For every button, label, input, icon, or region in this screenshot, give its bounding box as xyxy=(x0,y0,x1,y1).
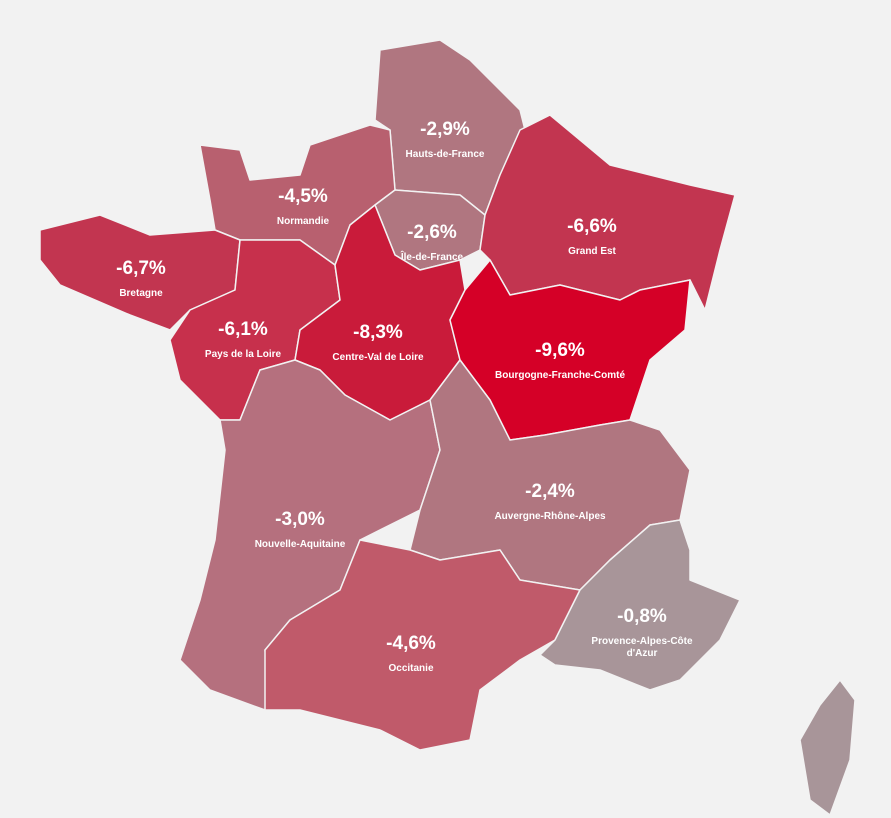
region-name: Grand Est xyxy=(568,246,616,257)
region xyxy=(539,519,741,691)
region-value: -0,8% xyxy=(617,606,667,627)
region-name: Provence-Alpes-Côte d'Azur xyxy=(591,636,693,659)
region-value: -6,1% xyxy=(218,319,268,340)
region-name: Pays de la Loire xyxy=(205,349,282,360)
region-value: -6,7% xyxy=(116,258,166,279)
region-value: -2,9% xyxy=(420,119,470,140)
region-value: -6,6% xyxy=(567,216,617,237)
region-name: Auvergne-Rhône-Alpes xyxy=(494,511,606,522)
corsica xyxy=(799,679,856,816)
region-value: -2,4% xyxy=(525,481,575,502)
region-name: Île-de-France xyxy=(400,250,464,263)
region-name: Bretagne xyxy=(119,288,163,299)
region-value: -3,0% xyxy=(275,509,325,530)
region-name: Nouvelle-Aquitaine xyxy=(255,539,346,550)
region-value: -2,6% xyxy=(407,222,457,243)
region-value: -4,6% xyxy=(386,633,436,654)
region-name: Hauts-de-France xyxy=(406,149,485,160)
region-value: -4,5% xyxy=(278,186,328,207)
region-name: Occitanie xyxy=(388,663,433,674)
region-name: Normandie xyxy=(277,216,330,227)
region-value: -9,6% xyxy=(535,340,585,361)
region-name: Bourgogne-Franche-Comté xyxy=(495,370,625,381)
region-name: Centre-Val de Loire xyxy=(332,352,424,363)
region-value: -8,3% xyxy=(353,322,403,343)
